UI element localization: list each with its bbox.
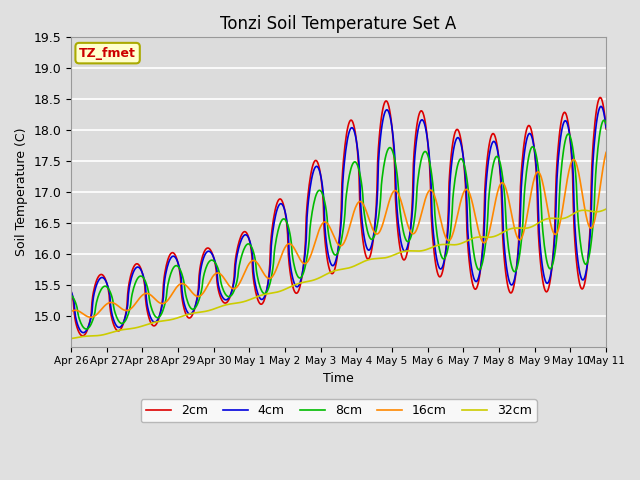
8cm	[132, 277, 140, 283]
4cm	[597, 104, 605, 109]
16cm	[404, 223, 412, 229]
4cm	[420, 119, 428, 125]
2cm	[77, 332, 84, 338]
8cm	[187, 305, 195, 311]
32cm	[419, 248, 427, 253]
32cm	[186, 311, 194, 317]
16cm	[187, 288, 195, 294]
8cm	[216, 269, 223, 275]
2cm	[404, 244, 412, 250]
32cm	[67, 336, 75, 341]
16cm	[602, 150, 610, 156]
Line: 4cm: 4cm	[71, 107, 606, 333]
16cm	[86, 314, 94, 320]
2cm	[187, 314, 195, 320]
8cm	[602, 120, 610, 126]
4cm	[67, 288, 75, 294]
X-axis label: Time: Time	[323, 372, 354, 385]
Text: TZ_fmet: TZ_fmet	[79, 47, 136, 60]
32cm	[77, 334, 84, 340]
32cm	[214, 304, 222, 310]
16cm	[67, 309, 75, 314]
Line: 32cm: 32cm	[71, 209, 606, 338]
32cm	[602, 206, 610, 212]
Legend: 2cm, 4cm, 8cm, 16cm, 32cm: 2cm, 4cm, 8cm, 16cm, 32cm	[141, 399, 536, 422]
2cm	[67, 289, 75, 295]
16cm	[132, 299, 140, 305]
8cm	[600, 117, 607, 123]
8cm	[404, 239, 412, 244]
8cm	[67, 292, 75, 298]
Title: Tonzi Soil Temperature Set A: Tonzi Soil Temperature Set A	[221, 15, 457, 33]
2cm	[596, 95, 604, 100]
Y-axis label: Soil Temperature (C): Soil Temperature (C)	[15, 128, 28, 256]
16cm	[77, 310, 84, 315]
2cm	[132, 261, 140, 267]
8cm	[420, 150, 428, 156]
16cm	[216, 270, 223, 276]
4cm	[216, 286, 223, 291]
4cm	[404, 241, 412, 247]
2cm	[420, 112, 428, 118]
32cm	[132, 325, 140, 331]
Line: 2cm: 2cm	[71, 97, 606, 336]
32cm	[404, 248, 412, 254]
4cm	[602, 125, 610, 131]
2cm	[79, 333, 86, 339]
4cm	[79, 330, 87, 336]
Line: 8cm: 8cm	[71, 120, 606, 329]
8cm	[82, 326, 90, 332]
Line: 16cm: 16cm	[71, 153, 606, 317]
8cm	[77, 320, 84, 326]
4cm	[132, 264, 140, 270]
2cm	[216, 290, 223, 296]
16cm	[420, 202, 428, 207]
4cm	[77, 328, 84, 334]
4cm	[187, 311, 195, 317]
2cm	[602, 126, 610, 132]
